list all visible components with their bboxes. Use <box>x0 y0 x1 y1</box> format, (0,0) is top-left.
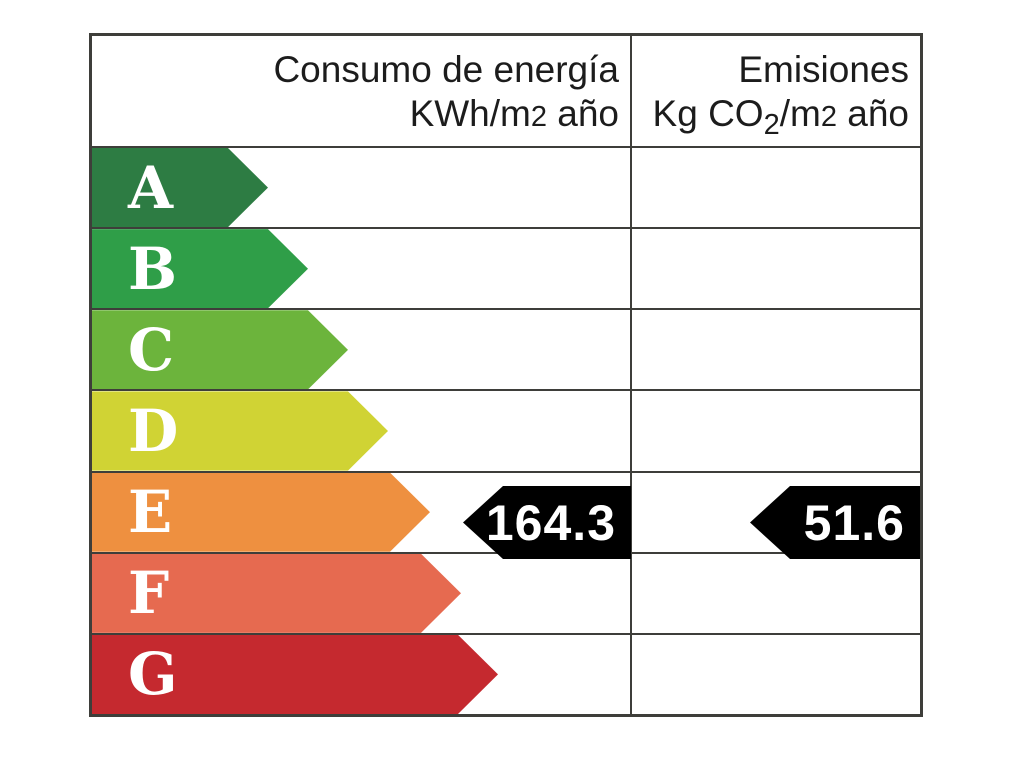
consumption-column-header: Consumo de energía KWh/m2 año <box>92 36 632 146</box>
energy-rating-label: Consumo de energía KWh/m2 año Emisiones … <box>89 33 923 717</box>
rating-arrow-g: G <box>92 635 498 714</box>
rating-cell-f: F <box>92 553 632 633</box>
rating-cell-d: D <box>92 391 632 471</box>
rating-arrow-a: A <box>92 148 268 227</box>
rating-row-a: A <box>92 146 920 228</box>
table-header: Consumo de energía KWh/m2 año Emisiones … <box>92 36 920 146</box>
consumption-header-line2: KWh/m2 año <box>409 93 619 134</box>
emissions-cell-d <box>632 391 920 470</box>
emissions-cell-a <box>632 148 920 227</box>
rating-arrow-f: F <box>92 554 461 633</box>
emissions-cell-c <box>632 310 920 389</box>
rating-cell-g: G <box>92 634 632 714</box>
rating-rows: A B C D E <box>92 146 920 714</box>
squared-exponent: 2 <box>530 101 547 133</box>
rating-cell-a: A <box>92 148 632 228</box>
rating-row-g: G <box>92 632 920 714</box>
co2-subscript: 2 <box>763 109 780 141</box>
rating-arrow-c: C <box>92 310 348 389</box>
rating-row-e: E <box>92 470 920 552</box>
emissions-header-line1: Emisiones <box>738 49 909 90</box>
emissions-header-line2: Kg CO2/m2 año <box>652 93 909 141</box>
emissions-value-indicator-arrow: 51.6 <box>750 486 920 559</box>
rating-cell-c: C <box>92 310 632 390</box>
consumption-value-indicator-arrow: 164.3 <box>463 486 631 559</box>
squared-exponent: 2 <box>820 101 837 133</box>
emissions-cell-g <box>632 635 920 714</box>
rating-arrow-b: B <box>92 229 308 308</box>
emissions-column-header: Emisiones Kg CO2/m2 año <box>632 36 920 146</box>
rating-row-c: C <box>92 308 920 390</box>
rating-row-d: D <box>92 389 920 471</box>
rating-row-b: B <box>92 227 920 309</box>
rating-cell-b: B <box>92 229 632 309</box>
rating-cell-e: E <box>92 472 632 552</box>
emissions-cell-f <box>632 554 920 633</box>
consumption-header-line1: Consumo de energía <box>273 49 619 90</box>
rating-arrow-e: E <box>92 473 430 552</box>
rating-arrow-d: D <box>92 391 388 470</box>
emissions-cell-b <box>632 229 920 308</box>
rating-row-f: F <box>92 551 920 633</box>
